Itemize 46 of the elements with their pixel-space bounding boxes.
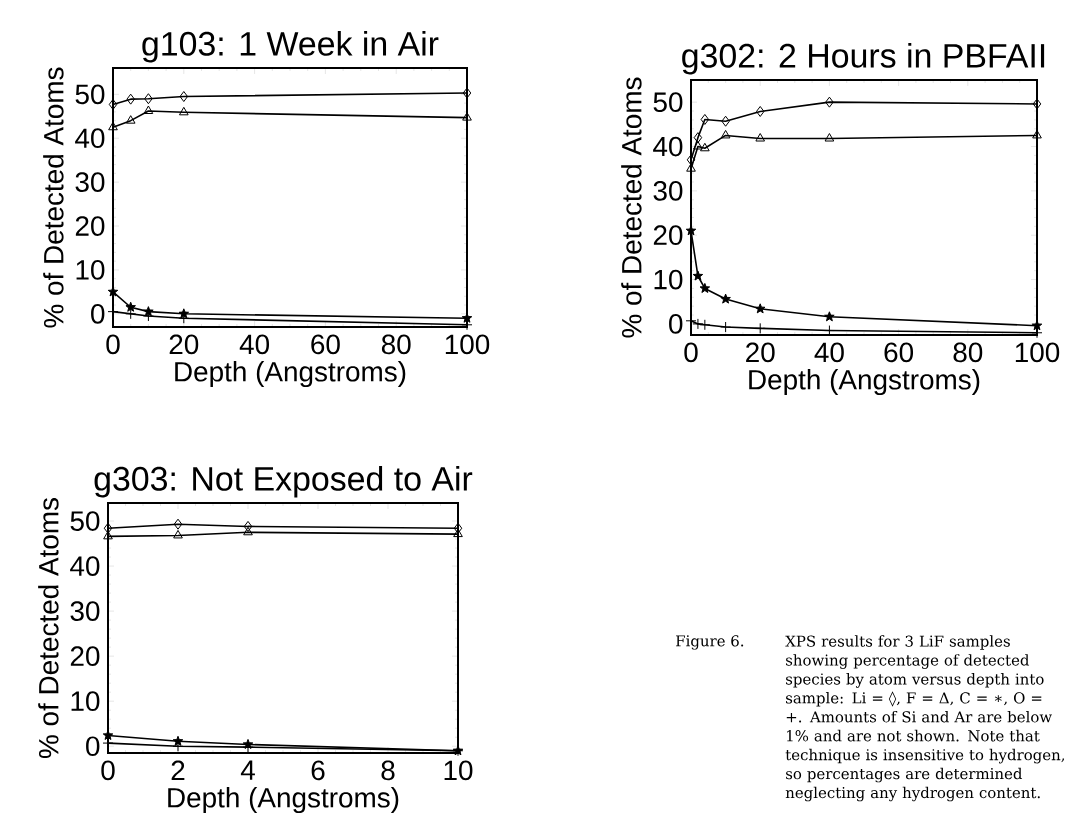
y-tick-label: 10	[71, 691, 100, 712]
x-tick-label: 2	[171, 760, 185, 780]
x-tick-label: 40	[239, 334, 270, 355]
chart-title: g103: 1 Week in Air	[142, 30, 439, 63]
x-tick-label: 100	[445, 334, 490, 355]
x-tick-label: 10	[444, 760, 473, 781]
x-tick-label: 80	[381, 334, 411, 355]
y-axis-title: % of Detected Atoms	[621, 77, 642, 338]
y-tick-label: 30	[70, 601, 100, 621]
x-axis-title: Depth (Angstroms)	[175, 361, 406, 388]
y-tick-label: 0	[91, 303, 105, 324]
y-tick-label: 10	[654, 269, 683, 290]
x-tick-label: 60	[884, 342, 914, 363]
chart-title: g303: Not Exposed to Air	[94, 465, 473, 498]
x-tick-label: 0	[684, 342, 698, 363]
y-tick-label: 40	[75, 128, 105, 149]
x-tick-label: 100	[1015, 342, 1060, 363]
x-tick-label: 4	[240, 760, 255, 780]
x-tick-label: 20	[746, 342, 775, 363]
caption: Figure 6.	[676, 635, 744, 650]
y-tick-label: 10	[76, 260, 105, 280]
y-tick-label: 50	[653, 92, 683, 113]
y-tick-label: 50	[70, 511, 100, 531]
y-axis-title: % of Detected Atoms	[38, 498, 59, 759]
x-tick-label: 80	[953, 342, 983, 363]
y-tick-label: 0	[86, 736, 100, 757]
y-tick-label: 0	[669, 314, 683, 334]
y-tick-label: 20	[75, 216, 105, 236]
x-tick-label: 0	[106, 334, 120, 355]
y-tick-label: 30	[653, 180, 683, 201]
x-tick-label: 8	[381, 760, 395, 781]
chart-title: g302: 2 Hours in PBFAII	[682, 42, 1045, 75]
x-tick-label: 6	[311, 760, 325, 781]
y-tick-label: 20	[70, 646, 100, 667]
y-axis-title: % of Detected Atoms	[43, 67, 64, 328]
text: XPS results for 3 LiF samples showing percentage of detected species by atom versus depth into sample: Li = ◊, F = Δ, C = ∗, O = +. Amounts of Si and Ar are below 1% and are not shown. Note that technique is insensitive to hydrogen, so percentages are determined neglecting any hydrogen content.	[785, 635, 1065, 802]
x-axis-title: Depth (Angstroms)	[168, 787, 399, 814]
x-tick-label: 40	[814, 342, 844, 363]
y-tick-label: 20	[653, 225, 683, 246]
x-tick-label: 60	[311, 334, 340, 355]
y-tick-label: 40	[653, 136, 683, 157]
x-axis-title: Depth (Angstroms)	[749, 369, 980, 396]
y-tick-label: 50	[75, 84, 105, 105]
x-tick-label: 20	[169, 334, 199, 355]
y-tick-label: 30	[75, 172, 105, 192]
y-tick-label: 40	[70, 556, 100, 576]
